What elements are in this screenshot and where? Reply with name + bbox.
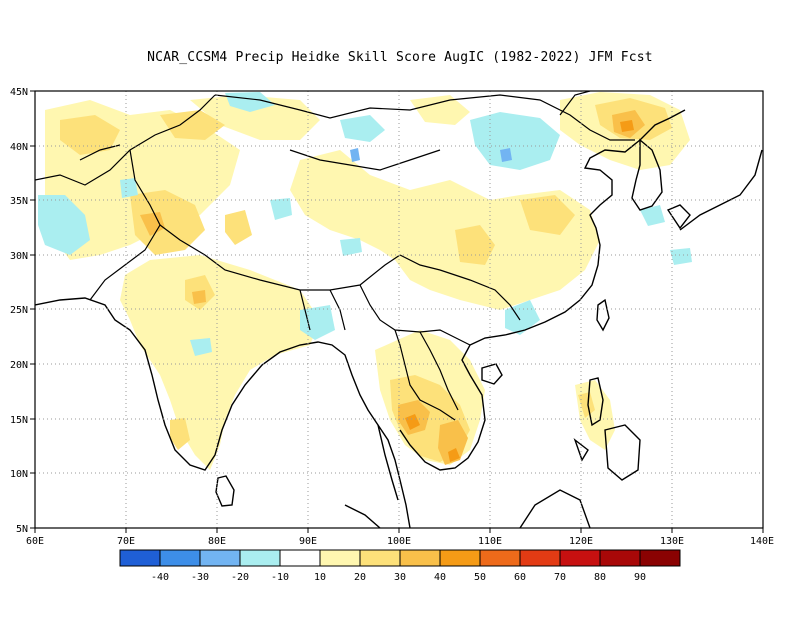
lat-tick-label: 35N [10,196,28,207]
colorbar-swatch [399,549,441,567]
lon-tick-label: 70E [117,536,135,547]
lon-tick-labels: 60E 70E 80E 90E 100E 110E 120E 130E 140E [26,536,774,547]
colorbar-label: 70 [554,572,566,583]
region-iran-east [38,195,90,255]
colorbar-label: 60 [514,572,526,583]
lon-tick-label: 130E [660,536,684,547]
lat-tick-label: 30N [10,251,28,262]
map-title: NCAR_CCSM4 Precip Heidke Skill Score Aug… [147,50,653,65]
coastlines [35,109,763,528]
lat-tick-label: 5N [16,524,28,535]
colorbar-labels: -40 -30 -20 -10 10 20 30 40 50 60 70 80 90 [151,572,646,583]
colorbar-swatch [479,549,521,567]
colorbar-swatch [199,549,241,567]
region-india [120,255,320,470]
lat-tick-label: 20N [10,360,28,371]
axis-ticks [30,90,764,533]
skill-shading [38,92,692,470]
colorbar-label: 90 [634,572,646,583]
lon-tick-label: 140E [750,536,774,547]
colorbar-label: -40 [151,572,169,583]
colorbar-swatch [119,549,161,567]
colorbar-label: 50 [474,572,486,583]
colorbar-label: 80 [594,572,606,583]
lon-tick-label: 100E [387,536,411,547]
colorbar-swatch [439,549,481,567]
colorbar [119,549,681,567]
colorbar-label: 20 [354,572,366,583]
region-tibet-south-china [290,150,600,310]
colorbar-label: 10 [314,572,326,583]
colorbar-label: 30 [394,572,406,583]
colorbar-swatch [319,549,361,567]
colorbar-swatch [359,549,401,567]
colorbar-label: -30 [191,572,209,583]
colorbar-swatch [519,549,561,567]
colorbar-swatch [279,549,321,567]
borders [35,91,635,421]
colorbar-swatch [639,549,681,567]
lon-tick-label: 80E [208,536,226,547]
lon-tick-label: 120E [569,536,593,547]
lat-tick-labels: 45N 40N 35N 30N 25N 20N 15N 10N 5N [10,87,28,535]
colorbar-swatch [599,549,641,567]
lat-tick-label: 40N [10,142,28,153]
lat-tick-label: 15N [10,415,28,426]
colorbar-swatch [559,549,601,567]
lon-tick-label: 60E [26,536,44,547]
lon-tick-label: 90E [299,536,317,547]
graticule [35,91,763,528]
colorbar-label: 40 [434,572,446,583]
colorbar-swatch [159,549,201,567]
colorbar-swatch [239,549,281,567]
lat-tick-label: 10N [10,469,28,480]
colorbar-label: -10 [271,572,289,583]
lon-tick-label: 110E [478,536,502,547]
lat-tick-label: 45N [10,87,28,98]
region-mongolia-north-china [470,112,560,170]
colorbar-label: -20 [231,572,249,583]
lat-tick-label: 25N [10,305,28,316]
